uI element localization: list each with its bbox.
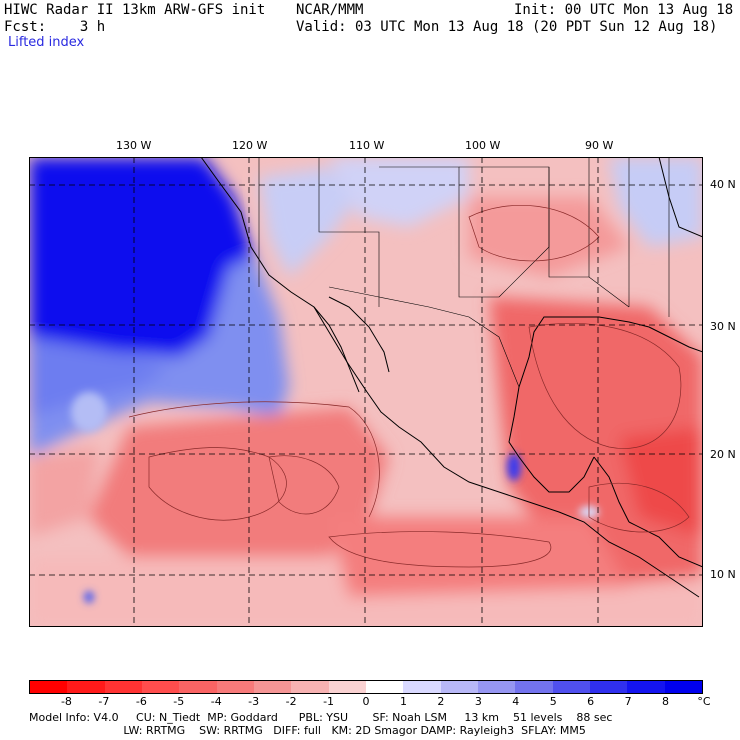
scale-tick-label: 5 bbox=[549, 695, 557, 708]
scale-swatch bbox=[67, 681, 105, 693]
scale-swatch bbox=[589, 681, 628, 693]
model-title: HIWC Radar II 13km ARW-GFS init bbox=[4, 2, 266, 18]
forecast-hour: Fcst: 3 h bbox=[4, 19, 106, 35]
scale-swatch bbox=[664, 681, 702, 693]
scale-swatch bbox=[440, 681, 478, 693]
map-frame bbox=[29, 157, 703, 627]
scale-tick-label: 1 bbox=[399, 695, 407, 708]
scale-tick-label: 3 bbox=[474, 695, 482, 708]
stable-spots bbox=[71, 392, 599, 603]
model-info-line2: LW: RRTMG SW: RRTMG DIFF: full KM: 2D Sm… bbox=[29, 724, 586, 737]
scale-swatch bbox=[30, 681, 68, 693]
scale-swatch bbox=[104, 681, 142, 693]
lon-label-90w: 90 W bbox=[585, 139, 614, 152]
scale-tick-label: 0 bbox=[362, 695, 370, 708]
lat-label-10n: 10 N bbox=[710, 568, 736, 581]
scale-swatch bbox=[291, 681, 329, 693]
scale-tick-label: -3 bbox=[248, 695, 260, 708]
scale-tick-label: -4 bbox=[210, 695, 222, 708]
scale-swatch bbox=[179, 681, 217, 693]
scale-tick-label: -6 bbox=[135, 695, 147, 708]
scale-tick-label: -1 bbox=[323, 695, 335, 708]
scale-tick-label: -5 bbox=[173, 695, 185, 708]
scale-tick-label: 8 bbox=[662, 695, 670, 708]
scale-swatch bbox=[141, 681, 180, 693]
graticule bbox=[29, 157, 703, 627]
scale-swatch bbox=[365, 681, 404, 693]
scale-tick-label: 2 bbox=[437, 695, 445, 708]
model-info-line1: Model Info: V4.0 CU: N_Tiedt MP: Goddard… bbox=[29, 711, 613, 724]
lat-label-30n: 30 N bbox=[710, 320, 736, 333]
lon-label-110w: 110 W bbox=[349, 139, 385, 152]
lon-label-120w: 120 W bbox=[232, 139, 268, 152]
lon-label-100w: 100 W bbox=[465, 139, 501, 152]
init-time: Init: 00 UTC Mon 13 Aug 18 bbox=[514, 2, 734, 18]
scale-swatch bbox=[477, 681, 516, 693]
field-name: Lifted index bbox=[8, 35, 85, 50]
color-scale bbox=[29, 680, 703, 694]
valid-time: Valid: 03 UTC Mon 13 Aug 18 (20 PDT Sun … bbox=[296, 19, 718, 35]
scale-swatch bbox=[253, 681, 292, 693]
contours bbox=[128, 204, 690, 568]
scale-swatch bbox=[552, 681, 590, 693]
lat-label-20n: 20 N bbox=[710, 448, 736, 461]
scale-swatch bbox=[216, 681, 254, 693]
scale-tick-label: 4 bbox=[512, 695, 520, 708]
scale-swatch bbox=[328, 681, 366, 693]
lifted-index-map bbox=[29, 157, 703, 627]
scale-tick-label: -8 bbox=[60, 695, 72, 708]
lat-label-40n: 40 N bbox=[710, 178, 736, 191]
scale-swatch bbox=[515, 681, 553, 693]
scale-unit: °C bbox=[697, 695, 711, 708]
state-borders bbox=[258, 157, 670, 388]
scale-tick-label: -7 bbox=[98, 695, 110, 708]
scale-tick-label: 6 bbox=[587, 695, 595, 708]
org-label: NCAR/MMM bbox=[296, 2, 364, 18]
lon-label-130w: 130 W bbox=[116, 139, 152, 152]
scale-swatch bbox=[627, 681, 665, 693]
scale-swatch bbox=[403, 681, 441, 693]
scale-tick-label: -2 bbox=[285, 695, 297, 708]
scale-tick-label: 7 bbox=[624, 695, 632, 708]
coastlines bbox=[200, 157, 703, 598]
